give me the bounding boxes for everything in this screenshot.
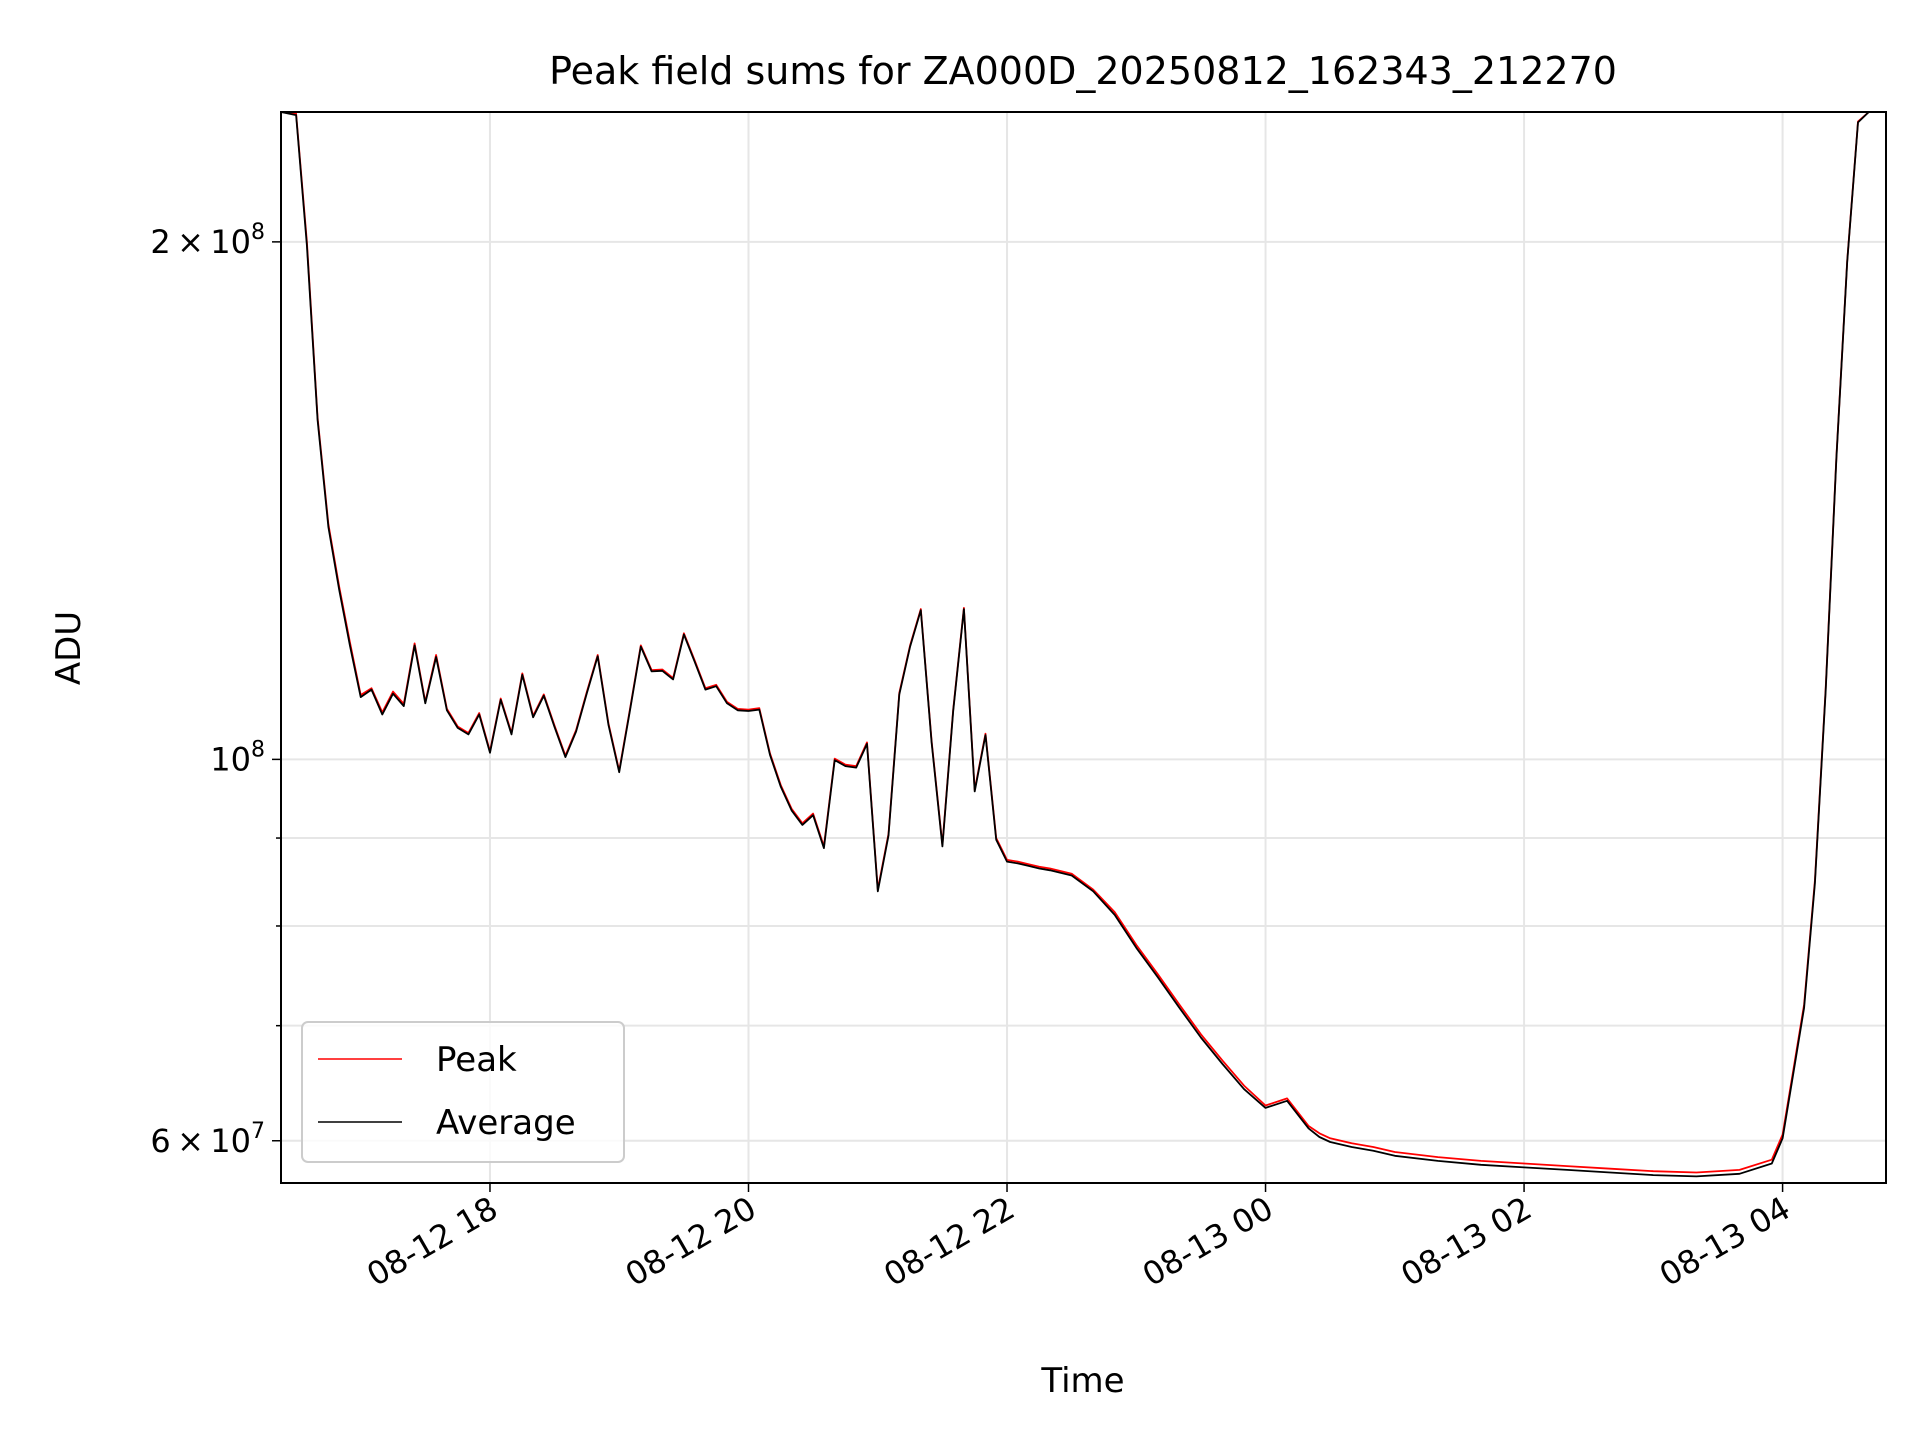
legend-box	[301, 1021, 625, 1163]
legend: Peak Average	[301, 1021, 625, 1163]
average-series-line	[280, 111, 1870, 1178]
y-tick-label: 6 × 107	[150, 1119, 265, 1160]
y-axis-ticks: 2 × 108 108 6 × 107	[150, 220, 281, 1160]
y-axis-label: ADU	[49, 611, 89, 685]
plot-frame	[280, 111, 1887, 1184]
chart-title: Peak field sums for ZA000D_20250812_1623…	[549, 49, 1617, 93]
grid-lines	[281, 112, 1886, 1183]
x-axis-label: Time	[1040, 1361, 1124, 1401]
series-layer	[280, 111, 1870, 1178]
legend-average-label: Average	[436, 1103, 576, 1143]
legend-peak-label: Peak	[436, 1040, 517, 1080]
y-tick-label: 108	[210, 737, 265, 778]
y-tick-label: 2 × 108	[150, 220, 265, 261]
